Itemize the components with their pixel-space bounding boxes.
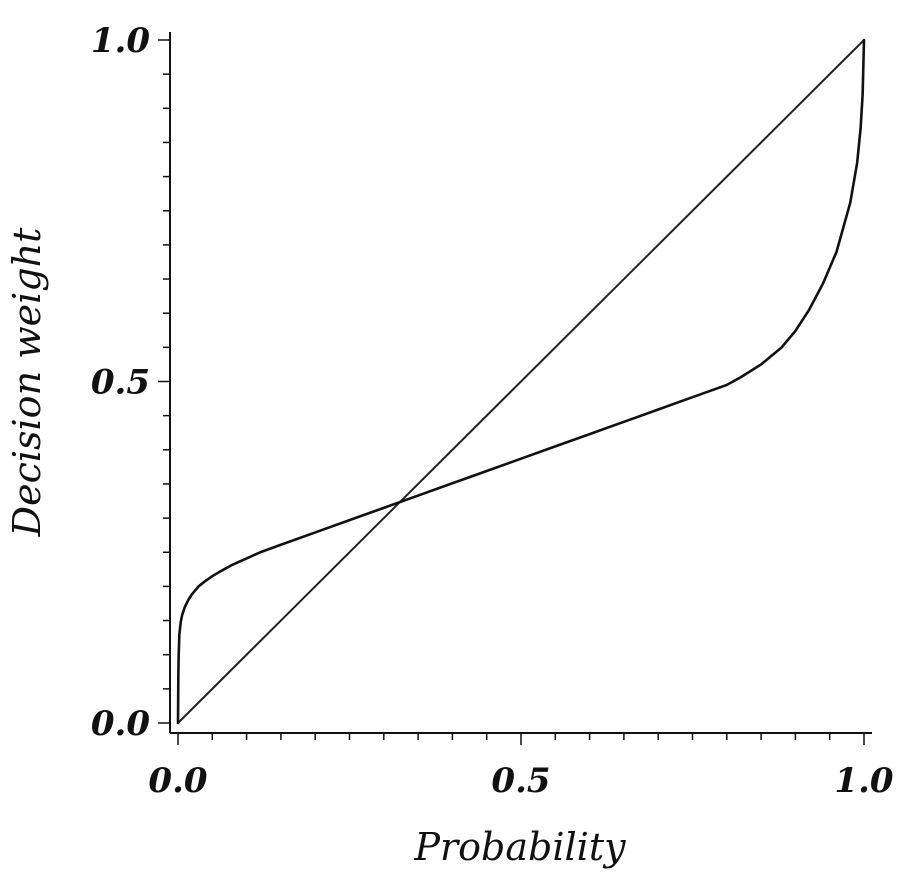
series-layer <box>176 38 866 725</box>
x-tick-label: 0.5 <box>491 761 550 801</box>
x-tick-label: 0.0 <box>148 761 207 801</box>
x-axis-title: Probability <box>413 825 626 869</box>
decision-weight-curve <box>176 38 866 725</box>
y-tick-label: 0.0 <box>91 704 150 744</box>
tick-labels: 0.0 0.5 1.0 0.0 0.5 1.0 <box>91 21 894 801</box>
y-tick-label: 0.5 <box>91 363 150 403</box>
y-tick-label: 1.0 <box>91 21 150 61</box>
x-tick-label: 1.0 <box>834 761 893 801</box>
ticks <box>158 39 865 745</box>
y-axis-title: Decision weight <box>5 227 49 537</box>
identity-line <box>177 39 865 724</box>
